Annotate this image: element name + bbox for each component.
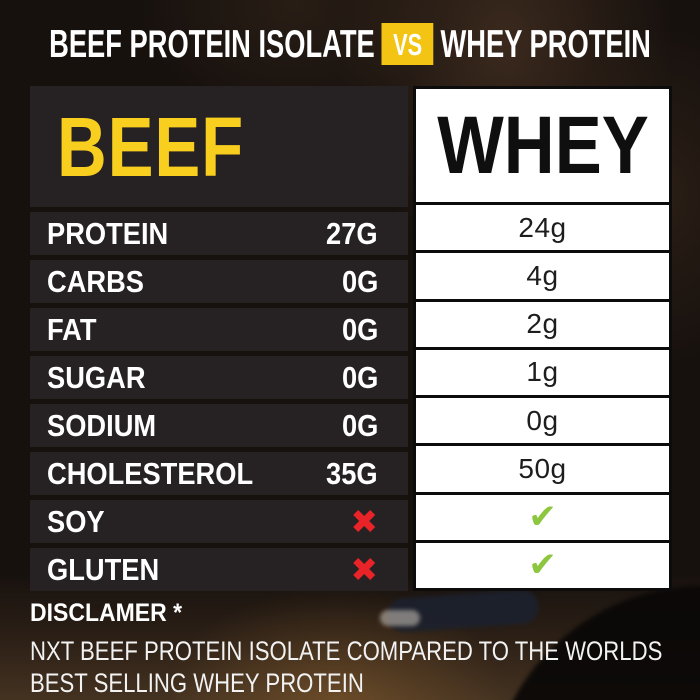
beef-row-protein: PROTEIN 27G <box>30 212 408 255</box>
whey-row-cholesterol: 50g <box>416 446 669 495</box>
row-label-fat: FAT <box>47 312 97 347</box>
row-label-carbs: CARBS <box>47 264 145 299</box>
vs-badge-label: VS <box>393 26 423 62</box>
row-label-gluten: GLUTEN <box>47 552 160 587</box>
beef-row-soy: SOY ✖ <box>30 500 408 543</box>
beef-row-sugar: SUGAR 0G <box>30 356 408 399</box>
beef-row-fat: FAT 0G <box>30 308 408 351</box>
row-label-soy: SOY <box>47 504 105 539</box>
beef-value-sugar: 0G <box>341 360 378 395</box>
beef-value-cholesterol: 35G <box>326 456 378 491</box>
beef-row-gluten: GLUTEN ✖ <box>30 548 408 591</box>
row-label-cholesterol: CHOLESTEROL <box>47 456 254 491</box>
row-label-sugar: SUGAR <box>47 360 146 395</box>
whey-column: WHEY 24g 4g 2g 1g 0g 50g ✔ ✔ <box>413 86 672 591</box>
whey-value-carbs: 4g <box>526 259 559 291</box>
whey-row-carbs: 4g <box>416 253 669 302</box>
main-title: BEEF PROTEIN ISOLATE VS WHEY PROTEIN <box>49 21 651 67</box>
row-label-sodium: SODIUM <box>47 408 157 443</box>
disclaimer-line-1: NXT BEEF PROTEIN ISOLATE COMPARED TO THE… <box>30 636 663 666</box>
beef-header-label: BEEF <box>57 99 244 194</box>
row-label-protein: PROTEIN <box>47 216 169 251</box>
beef-row-sodium: SODIUM 0G <box>30 404 408 447</box>
beef-value-protein: 27G <box>326 216 378 251</box>
title-left-text: BEEF PROTEIN ISOLATE <box>49 22 375 66</box>
disclaimer-line-2: BEST SELLING WHEY PROTEIN <box>30 668 364 698</box>
whey-value-fat: 2g <box>526 308 559 340</box>
check-icon: ✔ <box>528 497 557 538</box>
whey-value-protein: 24g <box>518 211 567 243</box>
beef-row-carbs: CARBS 0G <box>30 260 408 303</box>
title-right-text: WHEY PROTEIN <box>440 22 651 66</box>
x-icon: ✖ <box>350 550 378 589</box>
whey-header-label: WHEY <box>436 99 649 191</box>
whey-row-protein: 24g <box>416 205 669 254</box>
beef-row-cholesterol: CHOLESTEROL 35G <box>30 452 408 495</box>
beef-column-header: BEEF <box>30 86 408 207</box>
check-icon: ✔ <box>528 545 557 586</box>
whey-row-soy: ✔ <box>416 495 669 543</box>
whey-row-gluten: ✔ <box>416 543 669 588</box>
x-icon: ✖ <box>350 502 378 541</box>
beef-value-fat: 0G <box>341 312 378 347</box>
background-shoe-sole-photo <box>380 610 420 626</box>
beef-value-carbs: 0G <box>341 264 378 299</box>
disclaimer: DISCLAMER * NXT BEEF PROTEIN ISOLATE COM… <box>30 601 700 699</box>
whey-row-sodium: 0g <box>416 398 669 447</box>
whey-value-sugar: 1g <box>526 356 559 388</box>
whey-row-sugar: 1g <box>416 350 669 398</box>
vs-badge: VS <box>381 23 434 65</box>
beef-column: BEEF PROTEIN 27G CARBS 0G FAT 0G SUGAR 0… <box>30 86 408 591</box>
beef-value-sodium: 0G <box>341 408 378 443</box>
whey-value-cholesterol: 50g <box>518 452 567 484</box>
whey-row-fat: 2g <box>416 302 669 350</box>
whey-value-sodium: 0g <box>526 404 559 436</box>
whey-column-header: WHEY <box>416 89 669 205</box>
disclaimer-heading: DISCLAMER * <box>30 599 183 627</box>
